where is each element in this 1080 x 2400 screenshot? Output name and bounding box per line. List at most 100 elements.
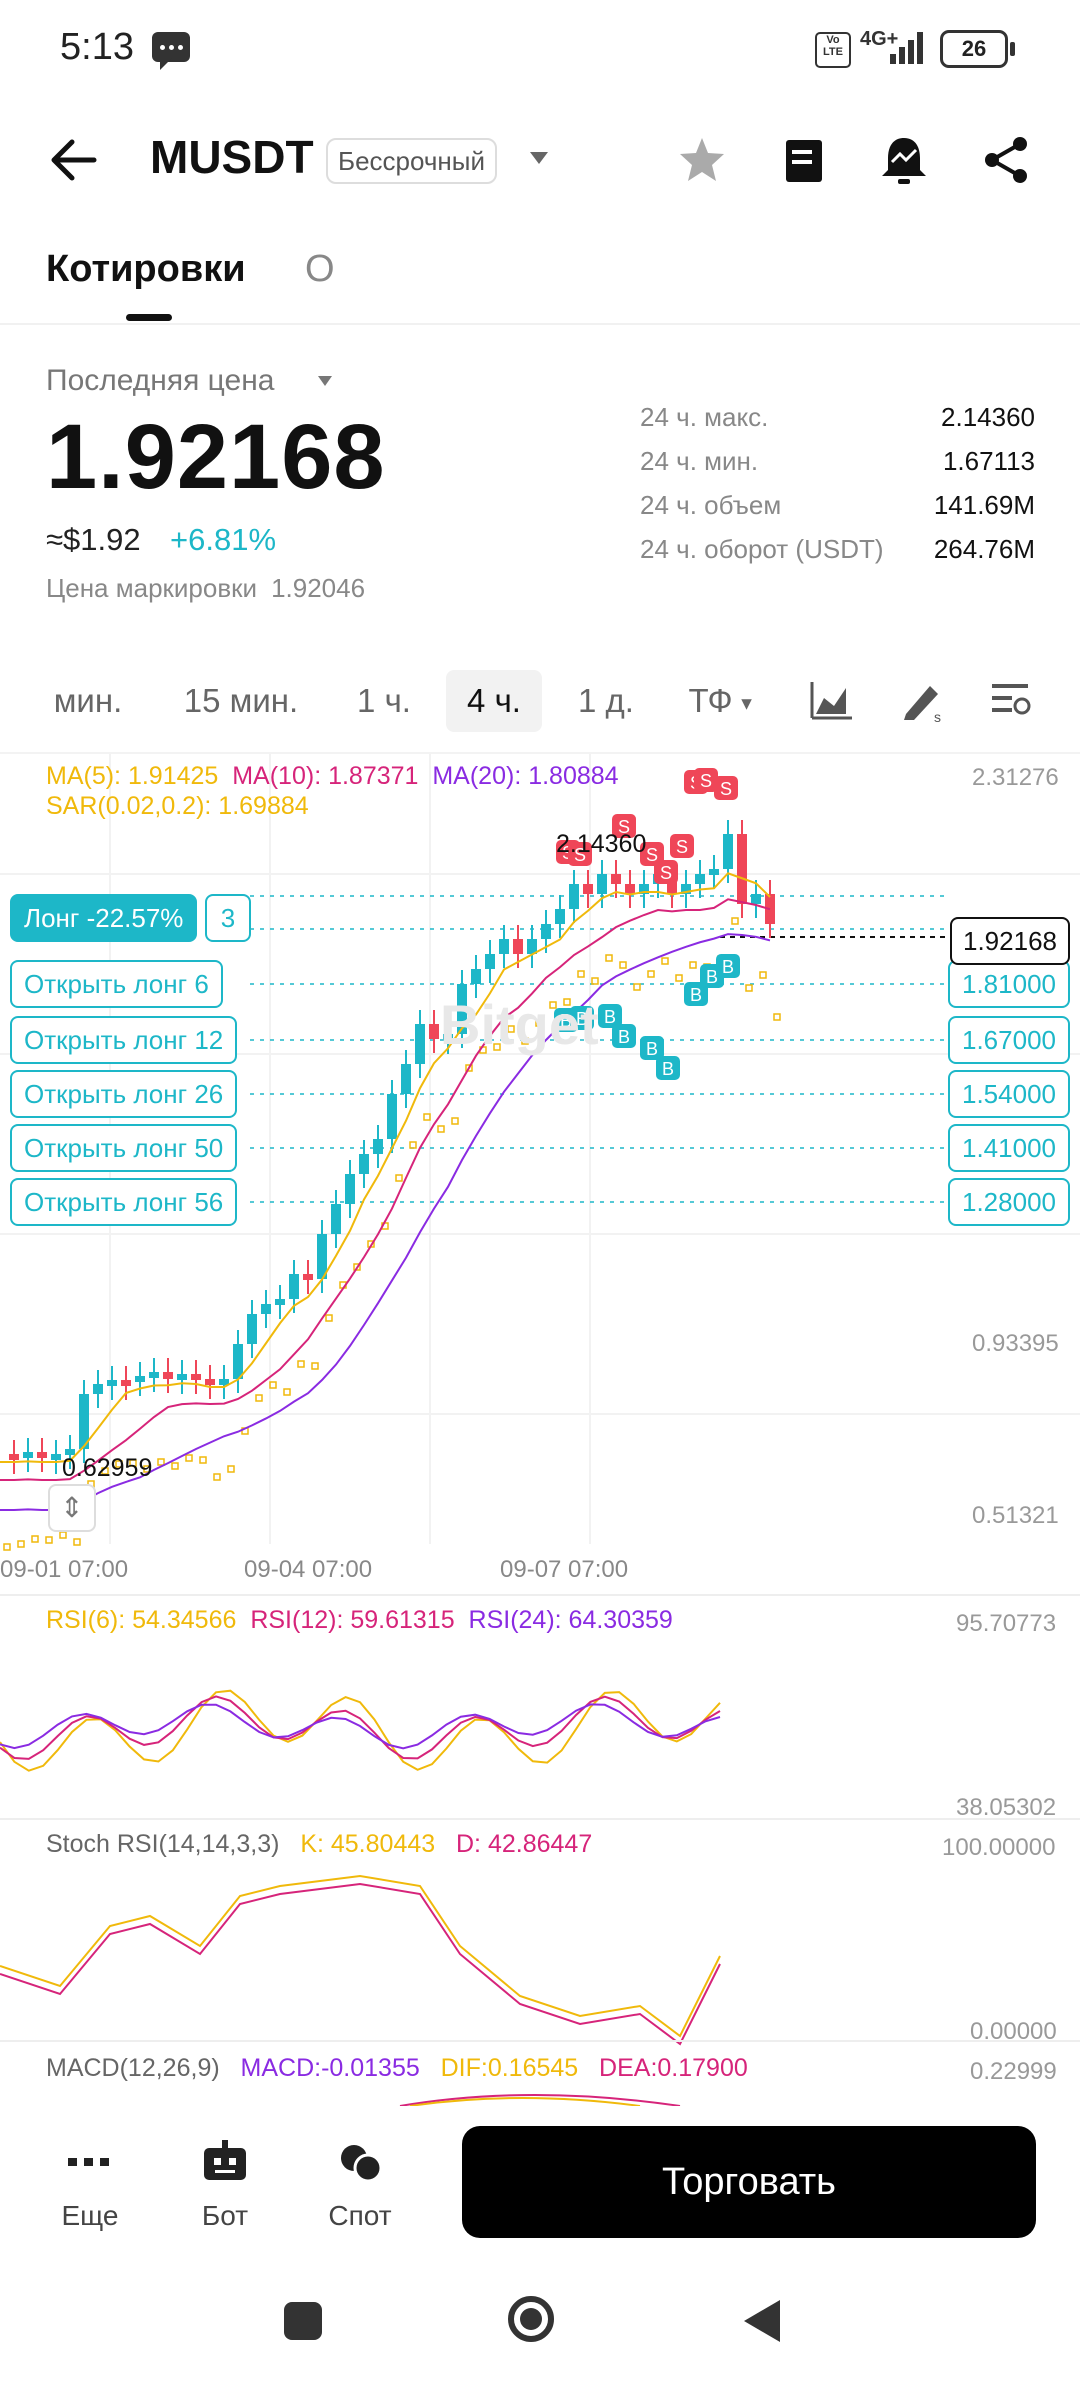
- y-axis-label: 0.93395: [972, 1330, 1059, 1357]
- rsi6-value: RSI(6): 54.34566: [46, 1606, 237, 1634]
- tf-1d[interactable]: 1 д.: [578, 682, 634, 719]
- order-price-tag: 1.28000: [948, 1178, 1070, 1226]
- svg-text:B: B: [662, 1059, 674, 1079]
- divider: [0, 2040, 1080, 2042]
- spot-icon[interactable]: [336, 2140, 386, 2184]
- bot-icon[interactable]: [200, 2140, 250, 2184]
- y-axis-label: 0.51321: [972, 1502, 1059, 1529]
- chevron-down-icon[interactable]: [530, 152, 548, 173]
- last-price-label[interactable]: Последняя цена: [46, 364, 275, 397]
- spot-label[interactable]: Спот: [328, 2200, 392, 2231]
- order-pill[interactable]: Открыть лонг 56: [10, 1178, 238, 1226]
- sar-dots: [3, 917, 781, 1551]
- watermark: Bitget: [440, 993, 599, 1056]
- tab-about[interactable]: О: [305, 248, 335, 290]
- stoch-label: Stoch RSI(14,14,3,3): [46, 1830, 280, 1858]
- home-nav-icon[interactable]: [508, 2296, 554, 2342]
- status-time: 5:13: [60, 26, 134, 68]
- chart-type-icon[interactable]: [806, 674, 858, 726]
- svg-text:S: S: [676, 837, 688, 857]
- tf-more-label: ТФ: [688, 682, 733, 719]
- svg-text:B: B: [560, 1011, 572, 1031]
- order-pill[interactable]: Открыть лонг 26: [10, 1070, 238, 1118]
- back-nav-icon[interactable]: [740, 2298, 784, 2344]
- order-pill[interactable]: Открыть лонг 50: [10, 1124, 238, 1172]
- x-axis-label: 09-07 07:00: [500, 1556, 629, 1583]
- trade-button[interactable]: Торговать: [462, 2126, 1036, 2238]
- contract-type-badge[interactable]: Бессрочный: [326, 138, 497, 184]
- high-marker: 2.14360: [556, 830, 647, 858]
- macd-top: 0.22999: [970, 2058, 1057, 2085]
- notebook-icon[interactable]: [774, 130, 834, 190]
- ma10-value: MA(10): 1.87371: [232, 762, 419, 790]
- y-axis-label: 2.31276: [972, 764, 1059, 791]
- svg-text:S: S: [720, 779, 732, 799]
- bot-label[interactable]: Бот: [201, 2200, 249, 2231]
- position-long-pill[interactable]: Лонг -22.57%: [10, 894, 198, 942]
- tab-quotes[interactable]: Котировки: [46, 248, 246, 290]
- dea-value: DEA:0.17900: [599, 2054, 748, 2082]
- candlestick-chart[interactable]: SSSSSSSSSBBBBBBBBB Bitget: [0, 754, 1080, 1594]
- rsi-bottom: 38.05302: [956, 1794, 1057, 1821]
- recents-nav-icon[interactable]: [284, 2302, 322, 2340]
- ma20-value: MA(20): 1.80884: [432, 762, 619, 790]
- share-icon[interactable]: [976, 130, 1036, 190]
- macd-value: MACD:-0.01355: [240, 2054, 420, 2082]
- ma-legend: MA(5): 1.91425 MA(10): 1.87371 MA(20): 1…: [46, 762, 619, 791]
- ma20-line: [0, 933, 771, 1511]
- draw-tool-icon[interactable]: s: [896, 674, 948, 726]
- position-qty[interactable]: 3: [205, 894, 251, 942]
- x-axis-label: 09-01 07:00: [0, 1556, 129, 1583]
- order-price-tag: 1.41000: [948, 1124, 1070, 1172]
- stat-24h-turnover: 24 ч. оборот (USDT) 264.76M: [640, 534, 1035, 564]
- current-price-tag: 1.92168: [950, 917, 1070, 965]
- more-icon[interactable]: [66, 2140, 112, 2184]
- caret-down-icon[interactable]: [318, 376, 332, 393]
- stoch-chart: [0, 1874, 721, 2046]
- rsi-chart: [0, 1689, 721, 1772]
- divider: [0, 1594, 1080, 1596]
- x-axis-label: 09-04 07:00: [244, 1556, 373, 1583]
- svg-text:s: s: [934, 709, 941, 725]
- tf-1h[interactable]: 1 ч.: [357, 682, 411, 719]
- rsi-top: 95.70773: [956, 1610, 1057, 1637]
- star-icon[interactable]: [672, 130, 732, 190]
- indicator-settings-icon[interactable]: [984, 674, 1036, 726]
- stoch-k: K: 45.80443: [300, 1830, 436, 1858]
- svg-text:S: S: [646, 845, 658, 865]
- price-change: +6.81%: [170, 522, 277, 557]
- rsi-legend: RSI(6): 54.34566 RSI(12): 59.61315 RSI(2…: [46, 1606, 673, 1635]
- candles: [9, 820, 775, 1474]
- rsi12-line: [0, 1695, 721, 1760]
- price-alert-bell-icon[interactable]: [874, 130, 934, 190]
- stat-24h-low: 24 ч. мин. 1.67113: [640, 446, 1035, 476]
- tab-indicator: [126, 314, 172, 321]
- back-arrow-icon[interactable]: [48, 130, 98, 190]
- rsi12-value: RSI(12): 59.61315: [250, 1606, 455, 1634]
- svg-text:S: S: [700, 771, 712, 791]
- tf-15min[interactable]: 15 мин.: [183, 682, 299, 719]
- y-scale-toggle-icon[interactable]: ⇕: [48, 1484, 96, 1532]
- stoch-legend: Stoch RSI(14,14,3,3) K: 45.80443 D: 42.8…: [46, 1830, 592, 1859]
- tf-more[interactable]: ТФ ▼: [680, 670, 764, 732]
- macd-chart: [399, 2094, 681, 2106]
- order-pill[interactable]: Открыть лонг 12: [10, 1016, 238, 1064]
- svg-text:S: S: [618, 817, 630, 837]
- divider: [0, 752, 1080, 754]
- order-pill[interactable]: Открыть лонг 6: [10, 960, 223, 1008]
- tf-4h[interactable]: 4 ч.: [446, 670, 542, 732]
- order-price-tag: 1.81000: [948, 960, 1070, 1008]
- ma10-line: [0, 898, 771, 1481]
- svg-text:B: B: [618, 1027, 630, 1047]
- stat-24h-high: 24 ч. макс. 2.14360: [640, 402, 1035, 432]
- tf-min[interactable]: мин.: [53, 682, 123, 719]
- macd-label: MACD(12,26,9): [46, 2054, 220, 2082]
- ma5-line: [0, 872, 771, 1463]
- network-type: 4G+: [860, 28, 899, 50]
- more-label[interactable]: Еще: [61, 2200, 119, 2231]
- volte-icon: Vo LTE: [815, 32, 851, 68]
- rsi6-line: [0, 1689, 721, 1772]
- low-marker: 0.62959: [62, 1454, 153, 1482]
- order-price-tag: 1.67000: [948, 1016, 1070, 1064]
- dif-value: DIF:0.16545: [440, 2054, 579, 2082]
